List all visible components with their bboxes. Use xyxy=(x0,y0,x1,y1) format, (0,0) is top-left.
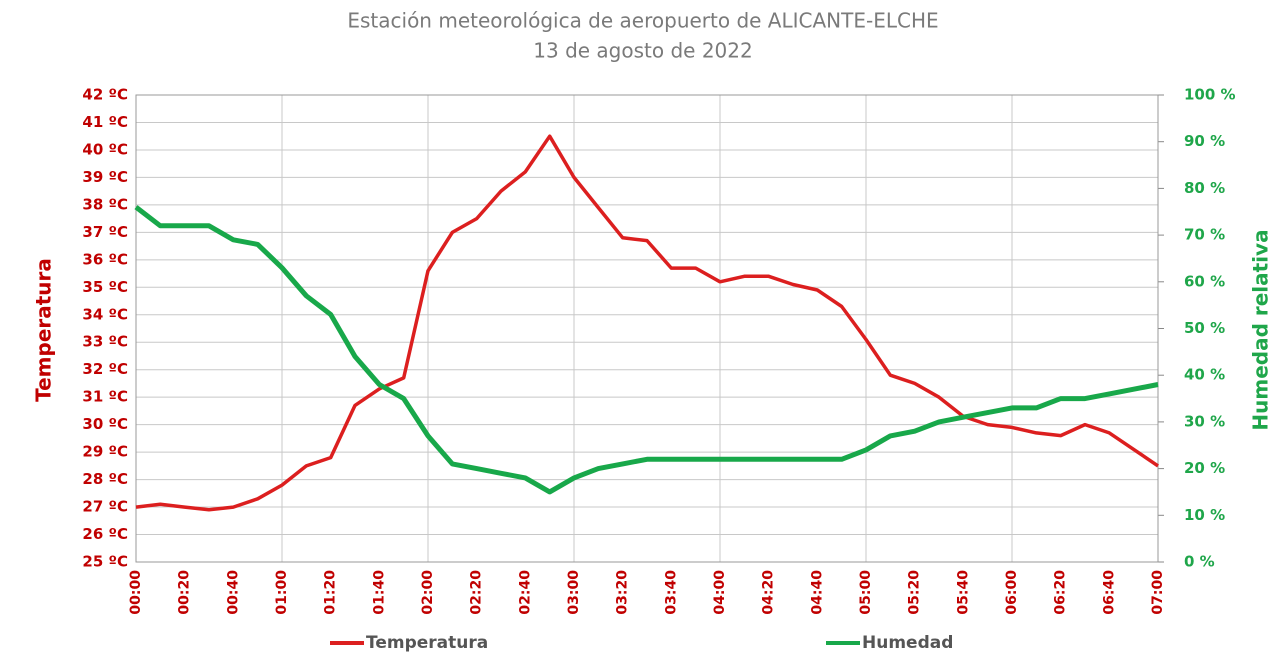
y-tick-label: 26 ºC xyxy=(82,525,128,543)
y2-tick-label: 0 % xyxy=(1184,553,1215,571)
y2-tick-label: 90 % xyxy=(1184,132,1225,150)
x-tick-label: 05:00 xyxy=(858,570,874,615)
y-tick-label: 31 ºC xyxy=(82,388,128,406)
y-tick-label: 39 ºC xyxy=(82,168,128,186)
y-tick-label: 36 ºC xyxy=(82,250,128,268)
y-tick-label: 28 ºC xyxy=(82,470,128,488)
y-tick-label: 40 ºC xyxy=(82,140,128,158)
x-tick-label: 01:00 xyxy=(274,570,290,615)
x-tick-label: 02:00 xyxy=(420,570,436,615)
y-tick-label: 41 ºC xyxy=(82,113,128,131)
y2-tick-label: 60 % xyxy=(1184,272,1225,290)
legend-label: Humedad xyxy=(862,633,953,653)
data-line xyxy=(135,134,1159,512)
y-tick-label: 42 ºC xyxy=(82,86,128,104)
y2-tick-label: 30 % xyxy=(1184,412,1225,430)
x-tick-label: 00:00 xyxy=(128,570,144,615)
y-tick-label: 27 ºC xyxy=(82,498,128,516)
chart-title: Estación meteorológica de aeropuerto de … xyxy=(347,9,938,33)
data-line xyxy=(134,205,1159,495)
x-tick-label: 04:40 xyxy=(809,570,825,615)
x-tick-label: 03:40 xyxy=(663,570,679,615)
y2-tick-label: 50 % xyxy=(1184,319,1225,337)
legend-label: Temperatura xyxy=(366,633,488,653)
x-tick-label: 05:20 xyxy=(907,570,923,615)
y-tick-label: 35 ºC xyxy=(82,278,128,296)
y-axis-label: Temperatura xyxy=(32,258,56,402)
x-tick-label: 07:00 xyxy=(1150,570,1166,615)
x-tick-label: 00:20 xyxy=(177,570,193,615)
y-tick-label: 29 ºC xyxy=(82,443,128,461)
x-tick-label: 04:00 xyxy=(712,570,728,615)
x-tick-label: 02:40 xyxy=(517,570,533,615)
x-tick-label: 05:40 xyxy=(955,570,971,615)
y-tick-label: 38 ºC xyxy=(82,195,128,213)
x-tick-label: 06:40 xyxy=(1101,570,1117,615)
y-tick-label: 30 ºC xyxy=(82,415,128,433)
y2-tick-label: 80 % xyxy=(1184,179,1225,197)
x-tick-label: 06:20 xyxy=(1053,570,1069,615)
plot-frame xyxy=(135,94,1159,563)
y2-tick-label: 10 % xyxy=(1184,506,1225,524)
y-tick-label: 37 ºC xyxy=(82,223,128,241)
x-tick-label: 02:20 xyxy=(469,570,485,615)
y-tick-label: 33 ºC xyxy=(82,333,128,351)
x-tick-label: 00:40 xyxy=(225,570,241,615)
chart-subtitle: 13 de agosto de 2022 xyxy=(533,39,752,63)
y2-tick-label: 20 % xyxy=(1184,459,1225,477)
y-tick-label: 32 ºC xyxy=(82,360,128,378)
x-tick-label: 06:00 xyxy=(1004,570,1020,615)
y2-tick-label: 40 % xyxy=(1184,366,1225,384)
x-tick-label: 01:40 xyxy=(371,570,387,615)
y-tick-label: 34 ºC xyxy=(82,305,128,323)
y2-tick-label: 70 % xyxy=(1184,226,1225,244)
y2-axis-label: Humedad relativa xyxy=(1249,229,1273,430)
x-tick-label: 01:20 xyxy=(323,570,339,615)
x-tick-label: 04:20 xyxy=(761,570,777,615)
y2-tick-label: 100 % xyxy=(1184,86,1236,104)
x-tick-label: 03:20 xyxy=(615,570,631,615)
y-tick-label: 25 ºC xyxy=(82,553,128,571)
x-tick-label: 03:00 xyxy=(566,570,582,615)
